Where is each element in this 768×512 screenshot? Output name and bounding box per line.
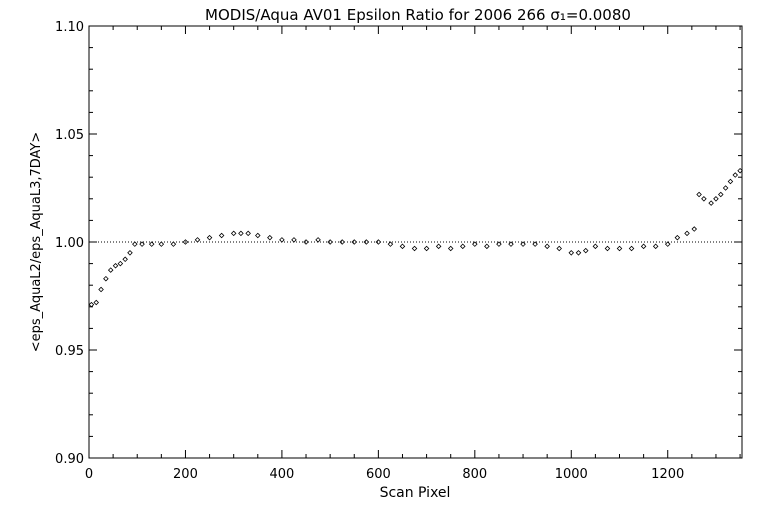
data-point xyxy=(575,250,582,256)
data-point xyxy=(508,241,514,247)
axis-ticks xyxy=(88,25,742,459)
x-axis-label: Scan Pixel xyxy=(380,485,451,501)
x-tick-label: 1000 xyxy=(555,467,588,482)
data-point xyxy=(315,237,321,243)
data-point xyxy=(713,196,719,202)
data-point xyxy=(496,241,502,247)
y-tick-label: 1.10 xyxy=(55,20,84,35)
data-point xyxy=(255,232,261,239)
data-point xyxy=(127,250,133,256)
data-point xyxy=(696,191,702,198)
data-point xyxy=(238,230,244,237)
data-point xyxy=(616,245,623,252)
x-tick-label: 1200 xyxy=(651,467,684,482)
data-point xyxy=(98,286,104,293)
data-point xyxy=(351,239,358,245)
data-point xyxy=(732,172,739,178)
data-point xyxy=(718,191,724,198)
data-point xyxy=(267,234,273,241)
data-point xyxy=(722,185,729,191)
data-point xyxy=(339,239,345,245)
y-tick-label: 0.95 xyxy=(55,344,84,359)
data-point xyxy=(664,241,671,247)
data-point xyxy=(727,178,734,185)
data-point xyxy=(303,239,309,245)
data-point xyxy=(375,239,382,245)
data-point xyxy=(459,243,466,250)
data-point xyxy=(435,243,442,250)
data-point xyxy=(88,301,95,308)
y-tick-label: 1.00 xyxy=(55,236,84,251)
data-point xyxy=(399,243,406,250)
x-tick-label: 200 xyxy=(173,467,198,482)
y-tick-labels: 0.90 0.95 1.00 1.05 1.10 xyxy=(55,20,84,467)
data-point xyxy=(556,245,562,252)
data-point xyxy=(206,234,213,241)
x-tick-label: 600 xyxy=(366,467,391,482)
data-point xyxy=(117,260,124,267)
data-point xyxy=(327,239,333,245)
data-point xyxy=(132,241,138,247)
data-point xyxy=(628,245,635,252)
data-point xyxy=(568,250,575,256)
data-point xyxy=(411,245,418,252)
data-point xyxy=(484,243,490,250)
data-point xyxy=(291,237,297,243)
data-point xyxy=(684,230,690,237)
data-point xyxy=(520,241,526,247)
data-point xyxy=(279,237,285,243)
data-point xyxy=(423,245,430,252)
data-point xyxy=(363,239,370,245)
data-point xyxy=(447,245,454,252)
data-point xyxy=(708,200,714,206)
data-point xyxy=(701,196,707,202)
data-point xyxy=(387,241,394,247)
data-point xyxy=(674,234,681,241)
data-point xyxy=(230,230,237,237)
data-point xyxy=(582,247,589,254)
y-axis-label: <eps_AquaL2/eps_AquaL3,7DAY> xyxy=(29,132,44,353)
data-point xyxy=(245,230,251,237)
data-points xyxy=(88,167,743,308)
data-point xyxy=(93,299,99,306)
data-point xyxy=(148,241,155,247)
x-tick-label: 400 xyxy=(269,467,294,482)
x-tick-label: 0 xyxy=(85,467,93,482)
data-point xyxy=(592,243,599,250)
data-point xyxy=(544,243,550,250)
data-point xyxy=(170,241,177,247)
data-point xyxy=(532,241,538,247)
data-point xyxy=(122,256,128,263)
data-point xyxy=(103,275,109,282)
chart-title: MODIS/Aqua AV01 Epsilon Ratio for 2006 2… xyxy=(205,6,631,24)
x-tick-label: 800 xyxy=(462,467,487,482)
data-point xyxy=(691,226,698,232)
data-point xyxy=(737,167,743,174)
data-point xyxy=(652,243,659,250)
data-point xyxy=(640,243,647,250)
data-point xyxy=(194,237,201,243)
y-tick-label: 1.05 xyxy=(55,128,84,143)
data-point xyxy=(472,241,478,247)
data-point xyxy=(182,239,189,245)
data-point xyxy=(112,262,119,269)
x-tick-labels: 0 200 400 600 800 1000 1200 xyxy=(85,467,684,482)
data-point xyxy=(218,232,225,239)
y-tick-label: 0.90 xyxy=(55,452,84,467)
data-point xyxy=(604,245,611,252)
data-point xyxy=(139,241,145,247)
data-point xyxy=(107,267,114,273)
data-point xyxy=(158,241,165,247)
